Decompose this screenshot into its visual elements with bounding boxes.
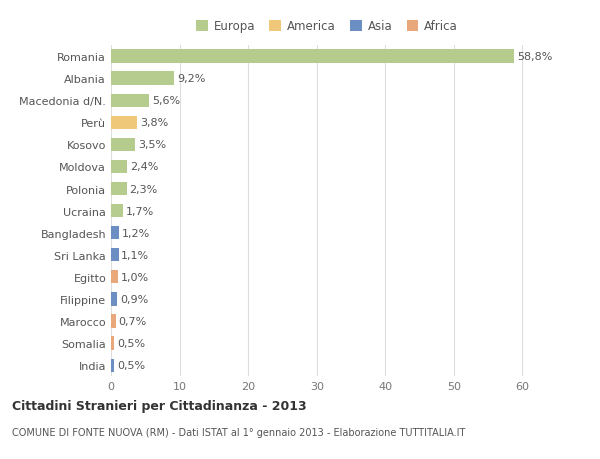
Text: 2,3%: 2,3% (130, 184, 158, 194)
Bar (111, 50, 514, 63)
Text: 5,6%: 5,6% (152, 96, 180, 106)
Bar (111, 73, 174, 85)
Text: COMUNE DI FONTE NUOVA (RM) - Dati ISTAT al 1° gennaio 2013 - Elaborazione TUTTIT: COMUNE DI FONTE NUOVA (RM) - Dati ISTAT … (12, 427, 466, 437)
Bar (111, 95, 149, 107)
Bar (111, 359, 115, 372)
Bar (111, 337, 115, 350)
Text: 2,4%: 2,4% (130, 162, 158, 172)
Text: 0,5%: 0,5% (117, 360, 145, 370)
Bar (111, 227, 119, 240)
Bar (111, 183, 127, 196)
Text: 1,2%: 1,2% (122, 228, 150, 238)
Text: 9,2%: 9,2% (177, 74, 205, 84)
Text: Cittadini Stranieri per Cittadinanza - 2013: Cittadini Stranieri per Cittadinanza - 2… (12, 399, 307, 412)
Text: 1,1%: 1,1% (121, 250, 149, 260)
Text: 0,7%: 0,7% (119, 316, 147, 326)
Bar (111, 293, 117, 306)
Text: 3,8%: 3,8% (140, 118, 168, 128)
Bar (111, 205, 122, 218)
Bar (111, 249, 119, 262)
Bar (111, 315, 116, 328)
Text: 0,5%: 0,5% (117, 338, 145, 348)
Bar (111, 117, 137, 129)
Text: 1,0%: 1,0% (121, 272, 149, 282)
Text: 0,9%: 0,9% (120, 294, 148, 304)
Bar (111, 271, 118, 284)
Bar (111, 161, 127, 174)
Bar (111, 139, 135, 151)
Text: 1,7%: 1,7% (125, 206, 154, 216)
Text: 58,8%: 58,8% (517, 52, 553, 62)
Text: 3,5%: 3,5% (138, 140, 166, 150)
Legend: Europa, America, Asia, Africa: Europa, America, Asia, Africa (196, 21, 458, 34)
